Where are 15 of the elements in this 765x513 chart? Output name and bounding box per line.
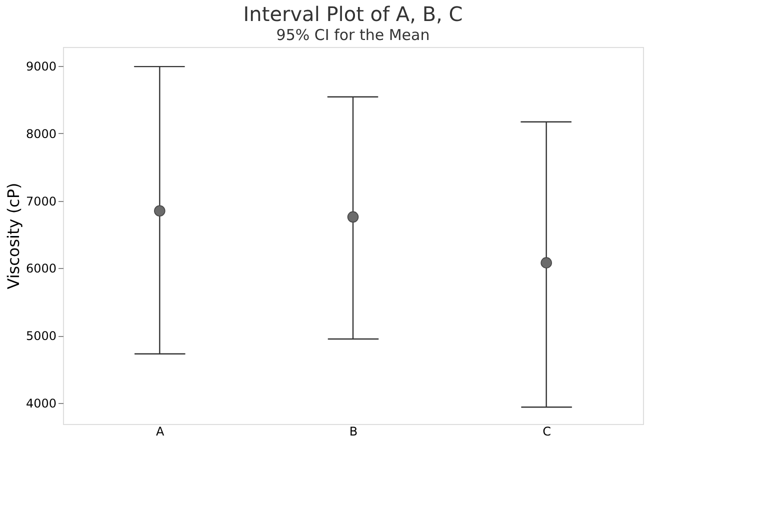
point (540, 257, 552, 268)
x-tick-label: B (349, 424, 358, 438)
chart-title: Interval Plot of A, B, C (243, 2, 463, 26)
y-tick-label: 6000 (26, 262, 56, 276)
x-tick-label: C (542, 424, 552, 438)
y-tick-label: 7000 (26, 194, 56, 208)
y-tick-label: 8000 (26, 126, 56, 141)
y-tick-label: 4000 (26, 396, 56, 411)
point (154, 205, 166, 217)
point (347, 211, 359, 223)
x-tick-label: A (156, 424, 166, 438)
y-axis-title: Viscosity (cP) (4, 182, 23, 290)
y-tick-label: 9000 (26, 59, 56, 74)
y-tick-label: 5000 (26, 329, 56, 344)
chart-subtitle: 95% CI for the Mean (276, 26, 430, 44)
